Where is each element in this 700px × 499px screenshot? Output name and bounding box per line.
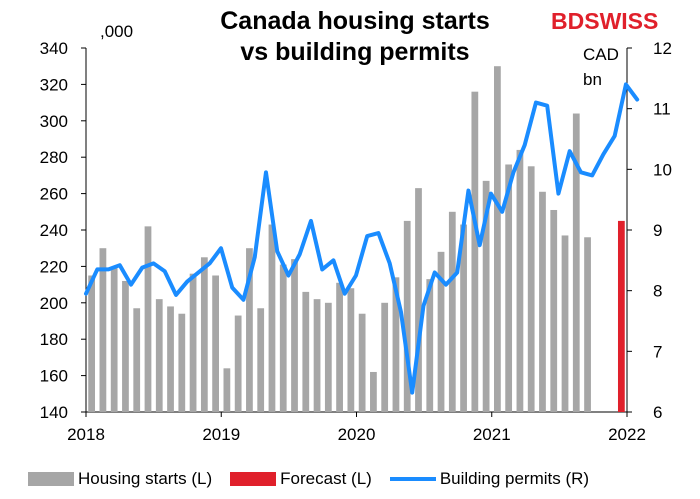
housing-starts-bar (426, 279, 434, 412)
housing-starts-bar (88, 275, 96, 412)
legend-item-forecast: Forecast (L) (230, 469, 372, 489)
x-tick-label: 2019 (202, 425, 240, 444)
housing-starts-bar (291, 259, 298, 412)
legend-label-housing: Housing starts (L) (78, 469, 213, 488)
legend-label-forecast: Forecast (L) (280, 469, 372, 488)
housing-starts-bar (437, 251, 445, 412)
housing-starts-bar (403, 220, 411, 412)
left-tick-label: 200 (40, 294, 68, 313)
housing-starts-bar (460, 224, 467, 412)
legend-swatch-forecast (230, 472, 277, 486)
housing-starts-bars (88, 66, 591, 413)
forecast-bars (617, 220, 625, 412)
housing-starts-bar (561, 235, 569, 412)
x-tick-label: 2022 (608, 425, 646, 444)
logo-swiss: SWISS (584, 8, 659, 34)
housing-starts-bar (381, 302, 389, 412)
left-tick-label: 260 (40, 185, 68, 204)
x-tick-label: 2020 (338, 425, 376, 444)
housing-starts-bar (370, 371, 377, 412)
housing-starts-bar (572, 113, 580, 413)
housing-starts-bar (505, 164, 513, 412)
logo-bd: BD (551, 8, 585, 34)
x-tick-label: 2018 (67, 425, 105, 444)
housing-starts-bar (99, 248, 107, 412)
legend-label-permits: Building permits (R) (439, 469, 590, 488)
housing-starts-bar (494, 66, 501, 412)
x-tick-label: 2021 (473, 425, 511, 444)
housing-starts-bar (550, 209, 558, 412)
housing-starts-bar (302, 291, 310, 412)
left-tick-label: 280 (40, 148, 68, 167)
housing-starts-bar (392, 277, 400, 412)
legend: Housing starts (L) Forecast (L) Building… (28, 466, 688, 492)
left-tick-label: 220 (40, 257, 68, 276)
housing-starts-bar (212, 275, 219, 412)
left-tick-label: 340 (40, 39, 68, 58)
left-axis: 140 160 180 200 220 240 260 280 300 320 340 (40, 39, 87, 422)
housing-starts-bar (415, 188, 422, 412)
housing-starts-bar (539, 191, 546, 412)
housing-starts-bar (347, 288, 355, 412)
legend-swatch-permits (389, 477, 436, 481)
housing-starts-bar (110, 268, 118, 412)
housing-starts-bar (144, 226, 152, 412)
right-tick-label: 10 (653, 160, 672, 179)
building-permits-line (84, 82, 640, 395)
chart-title-line1: Canada housing starts (220, 7, 490, 35)
housing-starts-bar (223, 368, 231, 412)
housing-starts-bar (178, 313, 186, 412)
housing-starts-bar (482, 180, 490, 412)
housing-starts-bar (246, 248, 253, 412)
housing-starts-bar (155, 299, 163, 412)
legend-item-permits: Building permits (R) (389, 469, 590, 489)
housing-starts-bar (313, 299, 321, 412)
housing-starts-bar (257, 308, 265, 412)
housing-starts-bar (448, 211, 456, 412)
right-tick-label: 6 (653, 403, 662, 422)
right-tick-label: 11 (653, 100, 671, 119)
housing-starts-bar (584, 237, 591, 412)
right-tick-label: 12 (653, 39, 672, 58)
building-permits-line-path (84, 82, 640, 395)
left-tick-label: 300 (40, 112, 68, 131)
housing-starts-bar (516, 149, 524, 413)
x-axis: 2018 2019 2020 2021 2022 (67, 411, 646, 444)
left-tick-label: 180 (40, 330, 68, 349)
housing-starts-bar (527, 166, 535, 412)
housing-starts-bar (324, 302, 332, 412)
housing-starts-bar (133, 308, 141, 412)
housing-starts-bar (234, 315, 242, 412)
left-axis-unit: ,000 (100, 22, 134, 41)
left-tick-label: 240 (40, 221, 68, 240)
housing-starts-bar (279, 264, 287, 412)
right-axis-unit-line1: CAD (583, 45, 619, 64)
right-axis-unit: CAD bn (583, 42, 633, 92)
forecast-bar (617, 220, 625, 412)
housing-starts-bar (336, 282, 343, 412)
housing-starts-bar (358, 313, 366, 412)
bdswiss-logo: BDSWISS (551, 8, 658, 35)
left-tick-label: 320 (40, 75, 68, 94)
right-tick-label: 7 (653, 342, 662, 361)
housing-starts-bar (471, 91, 479, 413)
left-tick-label: 140 (40, 403, 68, 422)
housing-starts-bar (189, 273, 197, 412)
right-tick-label: 8 (653, 282, 662, 301)
right-tick-label: 9 (653, 221, 662, 240)
right-axis-unit-line2: bn (583, 70, 602, 89)
housing-starts-bar (122, 280, 129, 412)
legend-swatch-housing (28, 472, 74, 486)
housing-starts-bar (268, 224, 276, 412)
housing-starts-bar (200, 257, 208, 412)
housing-starts-bar (167, 306, 174, 412)
chart-title: Canada housing starts vs building permit… (170, 6, 540, 68)
right-axis: 6 7 8 9 10 11 12 (626, 39, 672, 422)
chart-title-line2: vs building permits (240, 38, 470, 66)
left-tick-label: 160 (40, 367, 68, 386)
legend-item-housing: Housing starts (L) (28, 469, 212, 489)
